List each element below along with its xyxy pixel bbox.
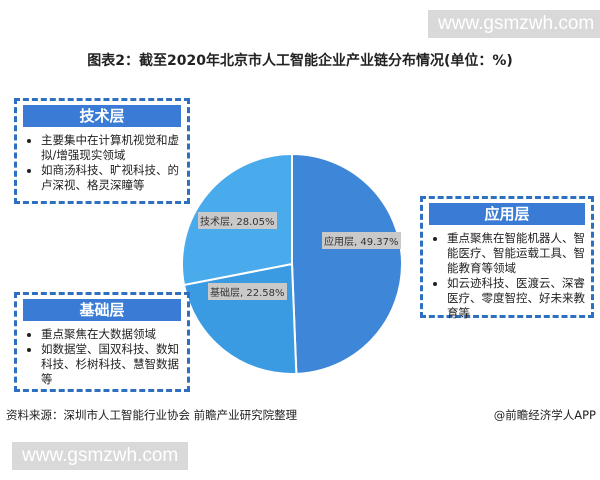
watermark-top: www.gsmzwh.com [428, 10, 600, 38]
source-note: 资料来源：深圳市人工智能行业协会 前瞻产业研究院整理 [6, 408, 298, 422]
list-item: 重点聚焦在智能机器人、智能医疗、智能运载工具、智能教育等领域 [447, 231, 585, 276]
tech-layer-header: 技术层 [23, 105, 181, 127]
chart-title: 图表2：截至2020年北京市人工智能企业产业链分布情况(单位：%) [87, 53, 513, 69]
list-item: 重点聚焦在大数据领域 [41, 327, 181, 342]
slice-label-app: 应用层, 49.37% [322, 232, 401, 249]
slice-label-tech: 技术层, 28.05% [198, 212, 277, 229]
list-item: 如数据堂、国双科技、数知科技、杉树科技、慧智数据等 [41, 342, 181, 387]
watermark-bottom: www.gsmzwh.com [12, 442, 189, 470]
list-item: 主要集中在计算机视觉和虚拟/增强现实领域 [41, 133, 181, 163]
tech-layer-box: 技术层 主要集中在计算机视觉和虚拟/增强现实领域如商汤科技、旷视科技、的卢深视、… [14, 98, 190, 204]
slice-label-base: 基础层, 22.58% [208, 283, 287, 300]
app-layer-box: 应用层 重点聚焦在智能机器人、智能医疗、智能运载工具、智能教育等领域如云迹科技、… [420, 196, 594, 321]
base-layer-box: 基础层 重点聚焦在大数据领域如数据堂、国双科技、数知科技、杉树科技、慧智数据等 [14, 292, 190, 392]
pie-slice-0 [291, 152, 403, 375]
list-item: 如云迹科技、医渡云、深睿医疗、零度智控、好未来教育等 [447, 276, 585, 321]
app-layer-header: 应用层 [429, 203, 585, 225]
list-item: 如商汤科技、旷视科技、的卢深视、格灵深瞳等 [41, 163, 181, 193]
brand-credit: @前瞻经济学人APP [493, 408, 596, 422]
base-layer-header: 基础层 [23, 299, 181, 321]
